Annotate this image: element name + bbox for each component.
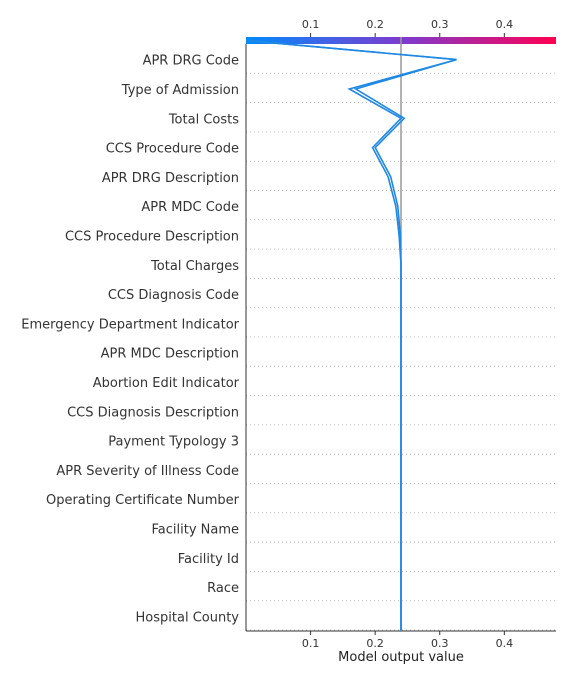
top-tick-label: 0.4 (496, 18, 514, 31)
feature-label: Facility Id (178, 552, 239, 567)
feature-label: Facility Name (151, 522, 239, 537)
top-tick-label: 0.2 (366, 18, 384, 31)
bottom-tick-labels: 0.1 0.2 0.3 0.4 (302, 631, 513, 650)
bottom-tick-label: 0.2 (366, 637, 384, 650)
bottom-tick-label: 0.4 (496, 637, 514, 650)
x-axis-title: Model output value (338, 650, 464, 665)
feature-label: CCS Procedure Description (65, 229, 239, 244)
feature-label: Payment Typology 3 (108, 435, 239, 450)
feature-label: Total Charges (150, 259, 239, 274)
feature-label: CCS Diagnosis Description (67, 405, 239, 420)
feature-label: Race (207, 581, 239, 596)
feature-labels: APR DRG Code Type of Admission Total Costs… (21, 54, 239, 626)
decision-line-2 (245, 39, 457, 631)
decision-line-1 (245, 39, 457, 631)
feature-label: Total Costs (168, 112, 239, 127)
bottom-tick-label: 0.3 (431, 637, 449, 650)
feature-label: CCS Procedure Code (106, 142, 239, 157)
feature-label: Type of Admission (121, 83, 239, 98)
feature-label: APR DRG Code (143, 54, 239, 69)
top-tick-label: 0.1 (302, 18, 320, 31)
feature-label: CCS Diagnosis Code (108, 288, 239, 303)
top-tick-labels: 0.1 0.2 0.3 0.4 (302, 18, 513, 37)
feature-label: Hospital County (136, 610, 240, 625)
feature-label: APR MDC Description (101, 347, 239, 362)
feature-label: Operating Certificate Number (46, 493, 240, 508)
feature-label: APR MDC Code (141, 200, 239, 215)
feature-label: Emergency Department Indicator (21, 317, 239, 332)
top-tick-label: 0.3 (431, 18, 449, 31)
feature-label: APR Severity of Illness Code (56, 464, 239, 479)
decision-lines (245, 39, 457, 631)
feature-label: Abortion Edit Indicator (93, 376, 240, 391)
feature-label: APR DRG Description (102, 171, 239, 186)
bottom-tick-label: 0.1 (302, 637, 320, 650)
